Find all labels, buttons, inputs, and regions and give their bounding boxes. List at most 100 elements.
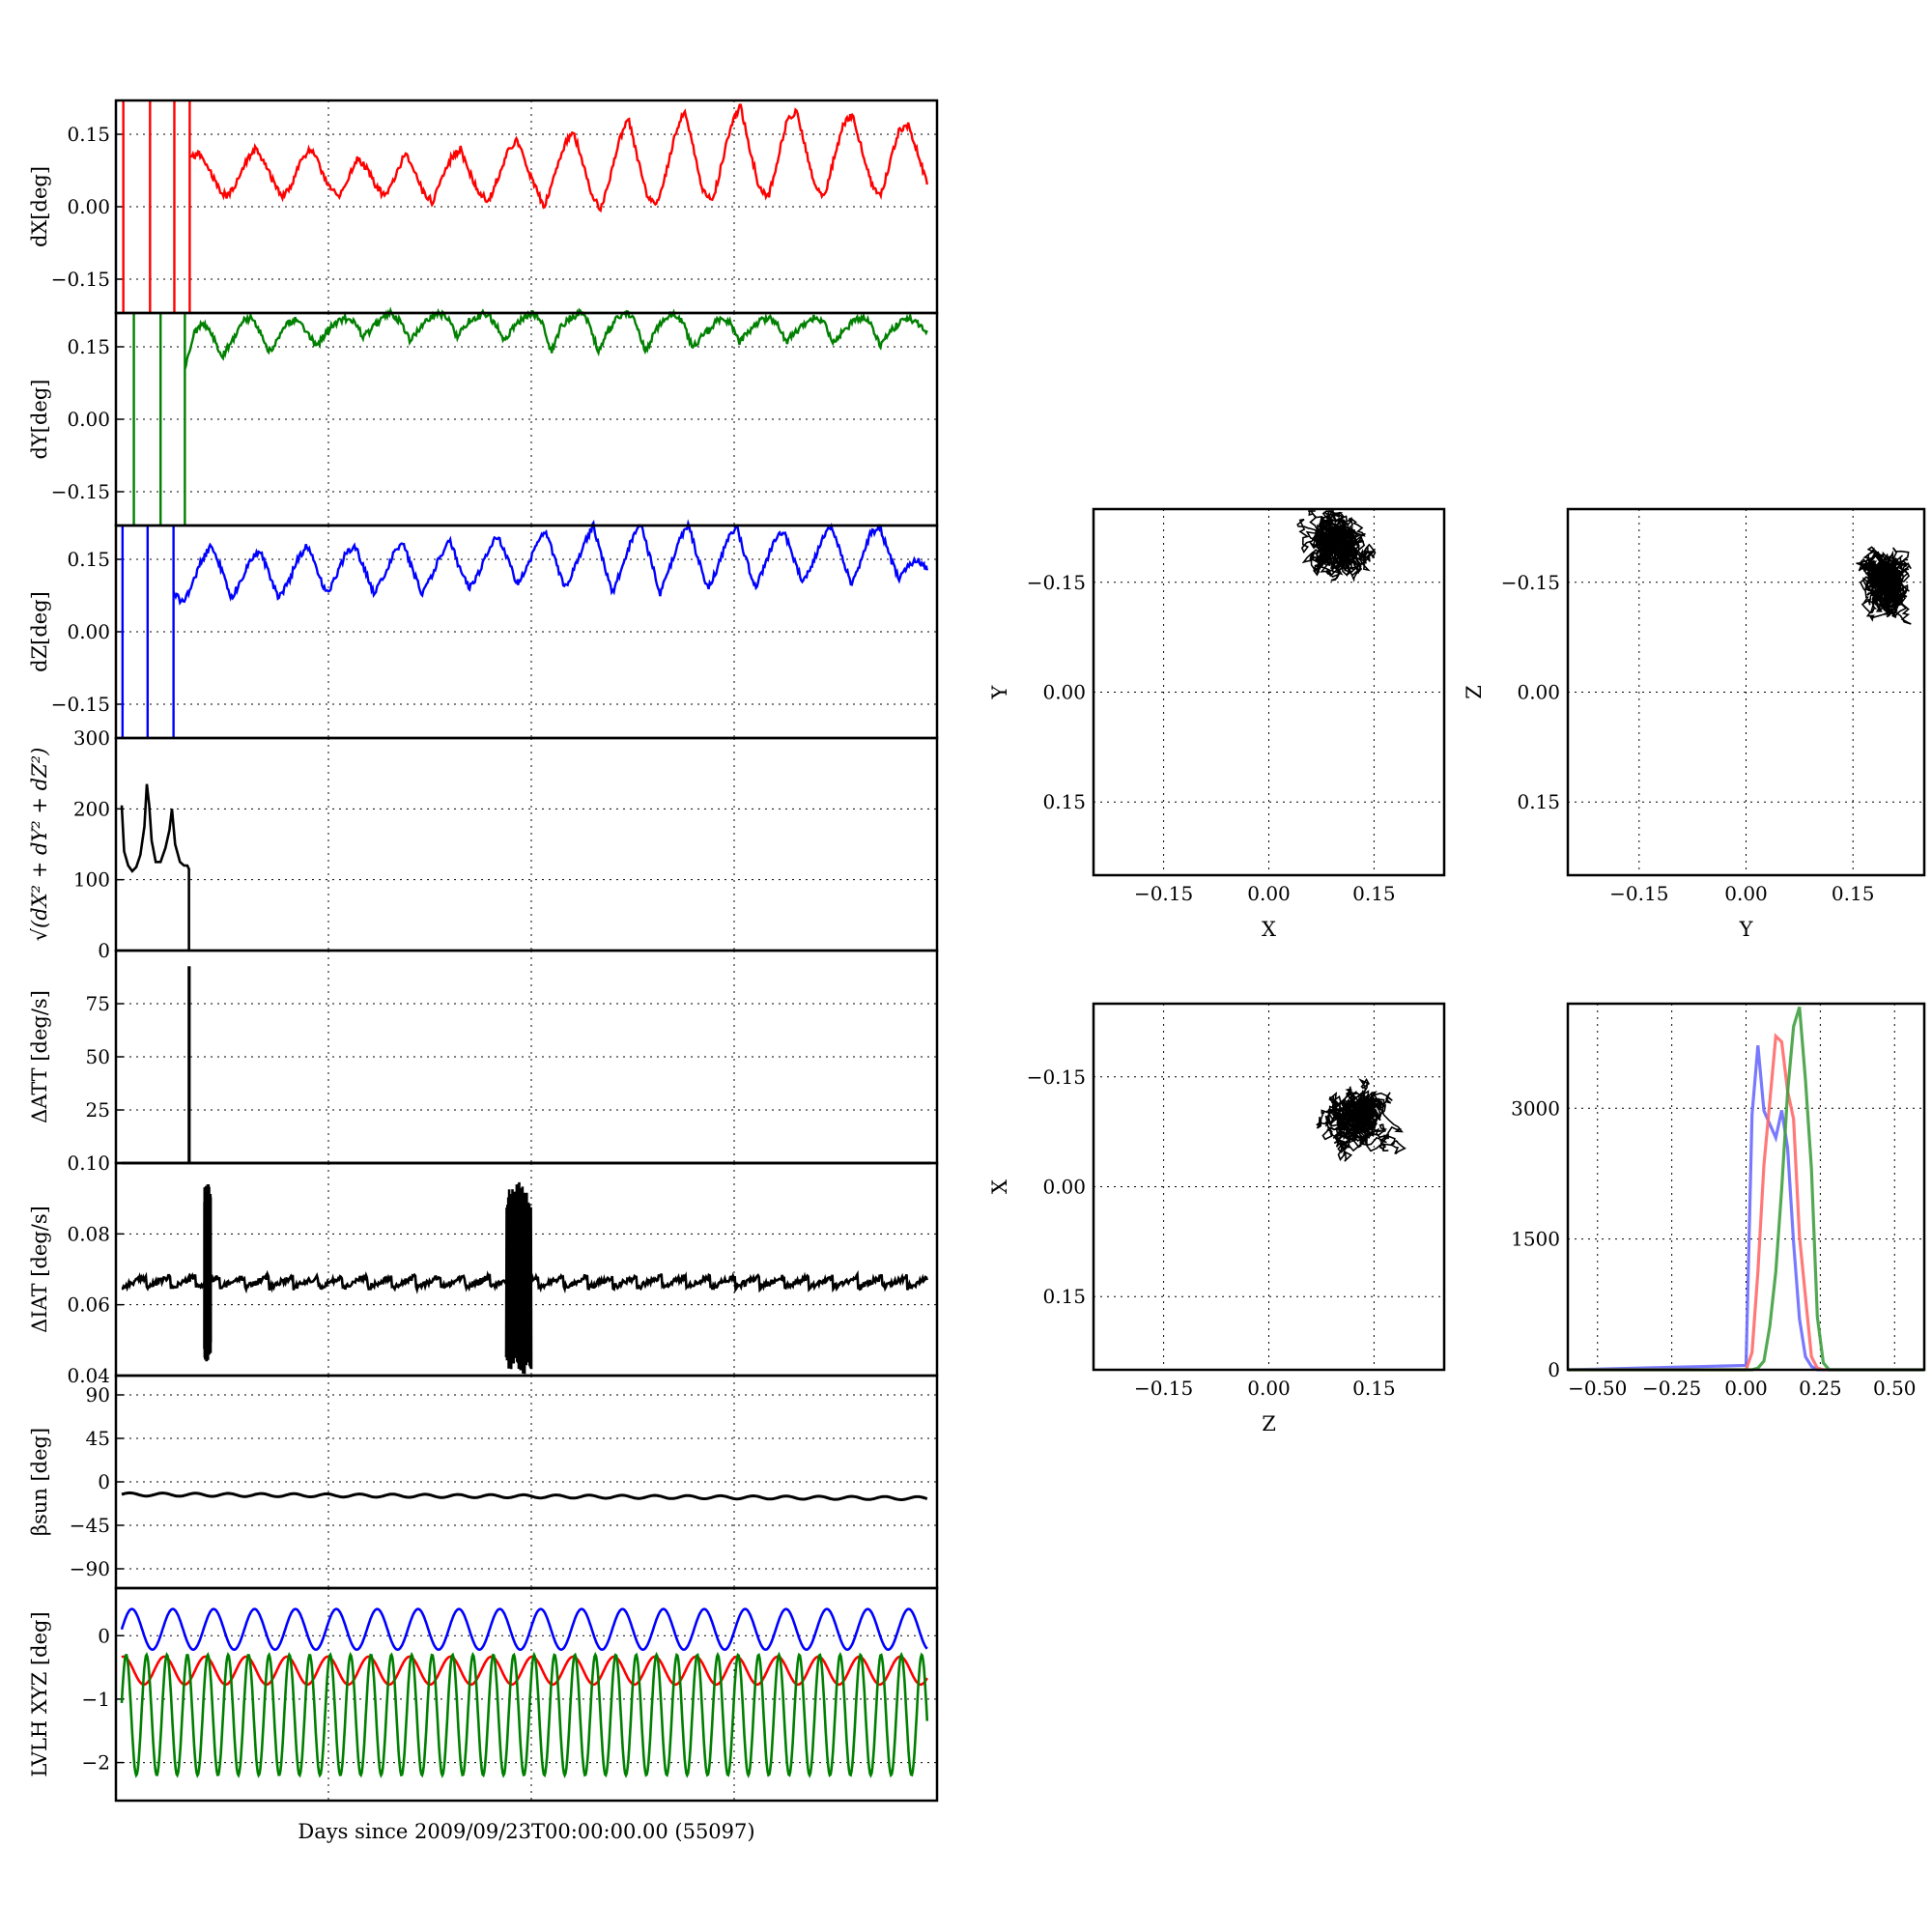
y-tick-label: 0.15 xyxy=(1042,1285,1086,1308)
y-axis-label: Y xyxy=(988,684,1011,699)
y-tick-label: 75 xyxy=(86,992,110,1015)
scatter-cluster xyxy=(1316,1077,1406,1162)
x-tick-label: 0.00 xyxy=(1724,1377,1768,1400)
y-tick-label: 300 xyxy=(73,726,110,750)
series-beta-sun xyxy=(121,1491,928,1502)
y-axis-label: dZ[deg] xyxy=(28,591,51,672)
y-tick-label: 0.06 xyxy=(67,1293,110,1317)
x-tick-label: −0.15 xyxy=(1609,882,1668,905)
x-axis-label: Z xyxy=(1262,1412,1276,1435)
y-tick-label: 0.00 xyxy=(1517,681,1560,704)
y-tick-label: 0 xyxy=(98,1624,110,1647)
series-dY[deg] xyxy=(184,306,928,370)
series-lvlh-1 xyxy=(121,1655,928,1687)
y-tick-label: 45 xyxy=(86,1427,110,1450)
y-tick-label: 0.00 xyxy=(67,195,110,218)
y-tick-label: −0.15 xyxy=(51,480,110,503)
x-tick-label: −0.50 xyxy=(1568,1377,1627,1400)
x-tick-label: 0.00 xyxy=(1247,882,1291,905)
y-tick-label: −0.15 xyxy=(51,268,110,291)
y-tick-label: 0.00 xyxy=(67,620,110,643)
y-tick-label: 0 xyxy=(98,1470,110,1493)
ts-panel-6: 0.08 0.06 0.04 ΔIAT [deg/s] xyxy=(28,1163,937,1387)
y-tick-label: 50 xyxy=(86,1045,110,1068)
y-axis-label: LVLH XYZ [deg] xyxy=(28,1611,51,1776)
series-dZ[deg] xyxy=(172,519,928,606)
x-tick-label: 0.15 xyxy=(1832,882,1875,905)
panel-frame xyxy=(1092,507,1446,877)
x-axis-label: Y xyxy=(1739,918,1754,941)
x-tick-label: 0.00 xyxy=(1247,1377,1291,1400)
ts-panel-5: 75 50 25 0.10 ΔATT [deg/s] xyxy=(28,951,937,1175)
y-tick-label: 0.00 xyxy=(67,408,110,431)
ts-panel-4: 300 200 100 0 √(dX² + dY² + dZ²) xyxy=(28,726,937,962)
y-axis-label: √(dX² + dY² + dZ²) xyxy=(28,748,51,942)
series-datt xyxy=(122,966,931,1165)
x-tick-label: −0.15 xyxy=(1134,882,1193,905)
y-tick-label: −0.15 xyxy=(1501,571,1560,594)
panel-frame xyxy=(114,1586,939,1803)
y-tick-label: 25 xyxy=(86,1098,110,1122)
x-tick-label: −0.25 xyxy=(1642,1377,1701,1400)
panel-frame xyxy=(1566,1002,1926,1372)
y-tick-label: 0.00 xyxy=(1042,1176,1086,1199)
y-tick-label: 0.15 xyxy=(67,335,110,358)
y-tick-label: 0.15 xyxy=(1517,790,1560,813)
y-axis-label: ΔIAT [deg/s] xyxy=(28,1206,51,1333)
y-tick-label: −0.15 xyxy=(51,693,110,716)
y-tick-label: −0.15 xyxy=(1027,1065,1086,1089)
x-tick-label: 0.00 xyxy=(1724,882,1768,905)
series-magnitude xyxy=(120,783,190,951)
diat-burst xyxy=(203,1183,213,1362)
x-tick-label: −0.15 xyxy=(1134,1377,1193,1400)
ts-panel-8: 0 −1 −2 LVLH XYZ [deg] Days since 2009/09/23… xyxy=(28,1588,937,1843)
series-dX[deg] xyxy=(189,103,928,213)
y-tick-label: 0.15 xyxy=(67,123,110,146)
panel-frame xyxy=(114,736,939,952)
ts-panel-7: 90 45 0 −45 −90 βsun [deg] xyxy=(28,1376,937,1588)
series-lvlh-2 xyxy=(120,1651,929,1779)
x-tick-label: 0.50 xyxy=(1873,1377,1917,1400)
y-axis-label: dX[deg] xyxy=(28,166,51,247)
y-axis-label: X xyxy=(988,1179,1011,1194)
x-tick-label: 0.15 xyxy=(1352,882,1396,905)
y-tick-label: 200 xyxy=(73,797,110,820)
y-tick-label: −90 xyxy=(70,1557,110,1580)
y-axis-label: dY[deg] xyxy=(28,379,51,459)
y-tick-label: 100 xyxy=(73,868,110,892)
y-tick-label: 0 xyxy=(98,939,110,962)
y-tick-label: 0.15 xyxy=(67,548,110,571)
y-axis-label: Z xyxy=(1463,685,1486,699)
x-axis-label: Days since 2009/09/23T00:00:00.00 (55097… xyxy=(298,1820,754,1843)
y-tick-label: 0 xyxy=(1548,1358,1560,1381)
y-axis-label: βsun [deg] xyxy=(28,1428,51,1536)
y-tick-label: 3000 xyxy=(1511,1096,1560,1120)
panel-frame xyxy=(1566,507,1926,877)
series-lvlh-0 xyxy=(120,1607,928,1652)
y-tick-label: 90 xyxy=(86,1383,110,1406)
y-tick-label: 0.00 xyxy=(1042,681,1086,704)
y-tick-label: 0.04 xyxy=(67,1364,110,1387)
y-tick-label: −2 xyxy=(82,1751,110,1775)
x-tick-label: 0.15 xyxy=(1352,1377,1396,1400)
scatter-panel-2: −0.15 −0.15 0.00 0.00 0.15 0.15 Y Z xyxy=(1463,507,1926,941)
histogram-panel: −0.50 −0.25 0.00 0.25 0.50 3000 1500 0 xyxy=(1511,1002,1926,1400)
y-tick-label: 0.08 xyxy=(67,1222,110,1245)
x-tick-label: 0.25 xyxy=(1799,1377,1842,1400)
y-tick-label: 0.10 xyxy=(67,1151,110,1175)
y-tick-label: 0.15 xyxy=(1042,790,1086,813)
y-tick-label: −1 xyxy=(82,1688,110,1711)
x-axis-label: X xyxy=(1262,918,1276,941)
panel-frame xyxy=(1092,1002,1446,1372)
scatter-cluster xyxy=(1856,546,1912,625)
y-axis-label: ΔATT [deg/s] xyxy=(28,990,51,1123)
diat-burst xyxy=(504,1181,533,1375)
scatter-cluster xyxy=(1296,510,1377,582)
y-tick-label: −0.15 xyxy=(1027,571,1086,594)
scatter-panel-3: −0.15 −0.15 0.00 0.00 0.15 0.15 Z X xyxy=(988,1002,1446,1435)
y-tick-label: −45 xyxy=(70,1514,110,1537)
